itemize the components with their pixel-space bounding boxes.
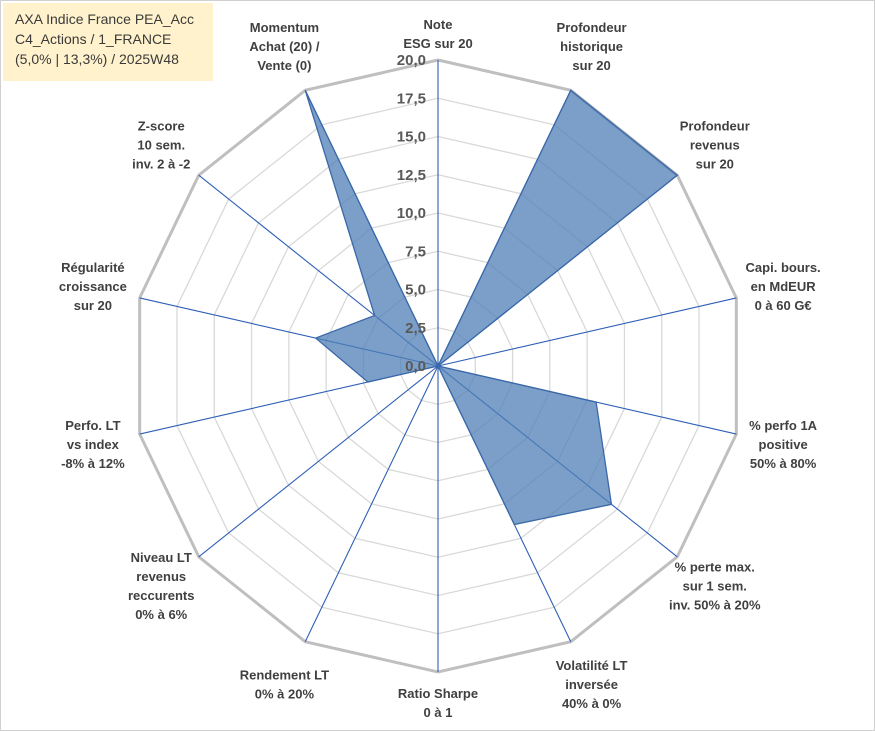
axis-label: Profondeur revenus sur 20 — [680, 118, 750, 171]
axis-spoke — [304, 365, 439, 642]
axis-label: Volatilité LT inversée 40% à 0% — [556, 658, 628, 711]
tick-label: 17,5 — [397, 90, 426, 107]
series-area — [304, 89, 679, 526]
tick-label: 15,0 — [397, 129, 426, 146]
title-line-1: AXA Indice France PEA_Acc — [15, 11, 194, 27]
axis-label: Régularité croissance sur 20 — [59, 260, 127, 313]
axis-label: % perte max. sur 1 sem. inv. 50% à 20% — [669, 560, 761, 613]
tick-label: 20,0 — [397, 52, 426, 69]
axis-spoke — [198, 365, 439, 558]
tick-label: 5,0 — [405, 282, 426, 299]
tick-label: 0,0 — [405, 358, 426, 375]
axis-spoke — [437, 297, 737, 367]
tick-label: 7,5 — [405, 243, 426, 260]
axis-label: Rendement LT 0% à 20% — [240, 667, 329, 701]
axis-label: Perfo. LT vs index -8% à 12% — [61, 418, 125, 471]
axis-label: Capi. bours. en MdEUR 0 à 60 G€ — [746, 260, 821, 313]
axis-label: Momentum Achat (20) / Vente (0) — [249, 20, 319, 73]
tick-label: 10,0 — [397, 205, 426, 222]
axis-label: Niveau LT revenus reccurents 0% à 6% — [128, 550, 194, 622]
tick-label: 12,5 — [397, 167, 426, 184]
tick-label: 2,5 — [405, 320, 426, 337]
axis-label: Z-score 10 sem. inv. 2 à -2 — [132, 118, 190, 171]
axis-labels: Note ESG sur 20 Profondeur historique sur 20… — [59, 17, 821, 720]
radial-tick-labels: 0,0 2,5 5,0 7,5 10,0 12,5 15,0 17,5 20,0 — [397, 52, 426, 375]
axis-label: Note ESG sur 20 — [403, 17, 472, 51]
chart-title-box: AXA Indice France PEA_Acc C4_Actions / 1… — [3, 3, 213, 81]
title-line-3: (5,0% | 13,3%) / 2025W48 — [15, 51, 179, 67]
radar-series — [304, 89, 679, 526]
axis-label: Profondeur historique sur 20 — [557, 20, 627, 73]
title-line-2: C4_Actions / 1_FRANCE — [15, 31, 172, 47]
axis-label: Ratio Sharpe 0 à 1 — [398, 686, 478, 720]
axis-label: % perfo 1A positive 50% à 80% — [749, 418, 818, 471]
